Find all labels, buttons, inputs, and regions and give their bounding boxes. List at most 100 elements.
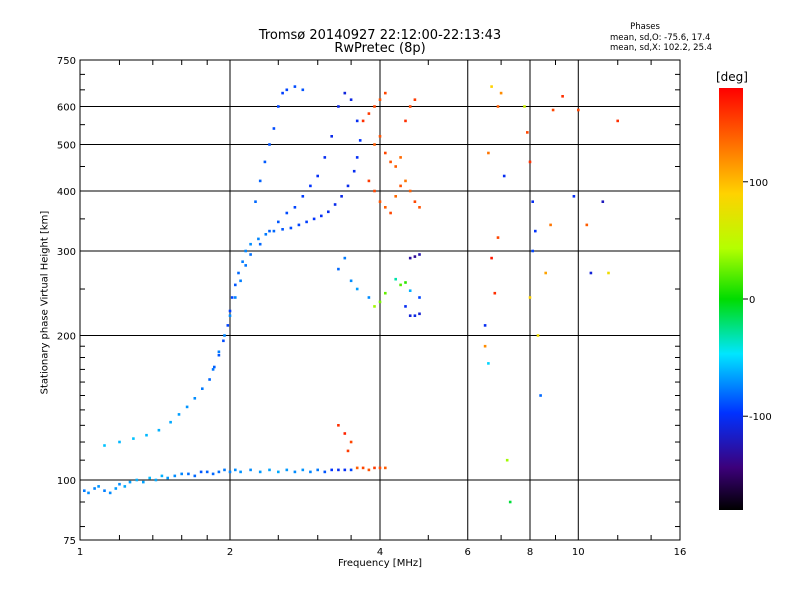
data-point (277, 220, 280, 224)
data-point (539, 394, 542, 397)
data-point (349, 440, 353, 444)
data-point (577, 108, 580, 112)
data-point (228, 470, 232, 474)
stats-line-o: mean, sd,O: -75.6, 17.4 (610, 33, 711, 43)
data-point (561, 95, 564, 98)
data-point (305, 220, 308, 224)
y-tick-label: 400 (57, 187, 76, 198)
data-point (367, 179, 371, 183)
grid-lines (80, 60, 680, 540)
data-point (239, 279, 242, 283)
y-tick-label: 600 (57, 103, 76, 114)
data-point (367, 112, 371, 115)
data-point (312, 217, 316, 221)
data-point (384, 91, 387, 95)
data-point (483, 344, 487, 348)
data-point (616, 119, 619, 123)
y-tick-label: 75 (63, 536, 76, 547)
data-point (505, 458, 509, 462)
data-point (301, 468, 305, 472)
x-tick-label: 16 (674, 547, 687, 558)
data-point (258, 470, 262, 474)
data-point (404, 119, 407, 123)
data-point (399, 184, 402, 188)
data-point (272, 127, 276, 130)
data-point (323, 156, 327, 159)
data-point (285, 468, 289, 472)
data-points (83, 85, 619, 504)
data-point (160, 474, 164, 478)
data-point (234, 283, 237, 287)
data-point (367, 468, 371, 472)
data-point (230, 296, 234, 299)
stats-header: Phases (630, 22, 660, 32)
data-point (355, 466, 359, 470)
data-point (544, 271, 547, 275)
y-tick-label: 500 (57, 141, 76, 152)
data-point (373, 466, 376, 470)
data-point (352, 169, 356, 173)
data-point (193, 397, 197, 400)
data-point (404, 305, 407, 308)
data-point (413, 98, 417, 101)
data-point (185, 405, 189, 409)
data-point (114, 487, 118, 490)
x-tick-label: 1 (77, 547, 83, 558)
data-point (493, 291, 497, 295)
data-point (531, 249, 534, 253)
data-point (378, 135, 382, 138)
data-point (320, 214, 323, 218)
data-point (523, 105, 526, 108)
data-point (384, 466, 387, 470)
data-point (589, 271, 593, 275)
data-point (201, 387, 204, 390)
data-point (355, 119, 359, 123)
data-point (413, 200, 417, 203)
data-point (285, 211, 289, 215)
data-point (373, 143, 376, 146)
data-point (343, 468, 347, 472)
data-point (217, 470, 221, 474)
data-point (337, 468, 340, 472)
data-point (487, 362, 490, 365)
data-point (340, 195, 343, 198)
data-point (222, 339, 225, 343)
data-point (145, 433, 148, 437)
x-tick-label: 4 (377, 547, 383, 558)
data-point (536, 334, 540, 337)
data-point (205, 470, 209, 474)
data-point (173, 474, 177, 478)
data-point (337, 267, 340, 271)
data-point (193, 474, 197, 478)
data-point (330, 468, 333, 472)
data-point (187, 472, 190, 476)
data-point (213, 365, 216, 369)
data-point (399, 156, 402, 159)
data-point (394, 277, 397, 281)
data-point (103, 444, 106, 447)
data-point (239, 470, 242, 474)
data-point (499, 91, 503, 95)
data-point (572, 195, 576, 198)
data-point (413, 255, 417, 258)
x-tick-label: 6 (465, 547, 471, 558)
colorbar-tick-label: 100 (749, 178, 768, 189)
data-point (268, 143, 271, 146)
data-point (223, 468, 226, 472)
data-point (418, 312, 421, 316)
colorbar (719, 88, 743, 510)
data-point (361, 119, 365, 123)
y-tick-label: 100 (57, 476, 76, 487)
data-point (349, 279, 353, 283)
data-point (169, 420, 172, 424)
data-point (408, 189, 412, 193)
data-point (337, 105, 340, 108)
data-point (343, 432, 347, 435)
data-point (389, 160, 392, 164)
data-point (118, 482, 121, 486)
data-point (483, 324, 487, 327)
data-point (211, 472, 215, 476)
data-point (490, 256, 493, 260)
data-point (418, 296, 421, 299)
colorbar-tick-label: 0 (749, 295, 755, 306)
